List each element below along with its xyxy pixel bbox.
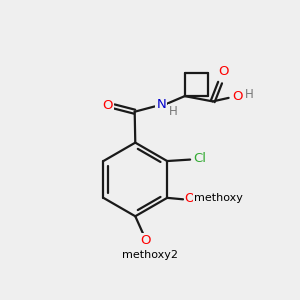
Text: methoxy: methoxy [194,193,242,203]
Text: Cl: Cl [194,152,207,165]
Text: O: O [218,65,228,79]
Text: O: O [184,192,195,205]
Text: methoxy2: methoxy2 [122,250,178,260]
Text: O: O [102,99,112,112]
Text: O: O [232,90,243,103]
Text: H: H [169,105,177,118]
Text: O: O [140,234,151,247]
Text: H: H [245,88,254,101]
Text: N: N [156,98,166,111]
